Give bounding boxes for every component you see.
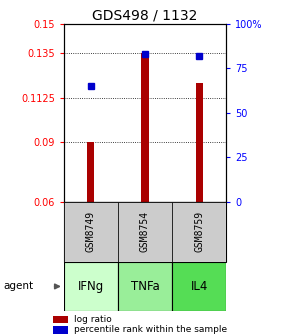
Bar	[172, 202, 226, 262]
Bar	[87, 142, 94, 202]
Bar	[172, 262, 226, 311]
Text: GSM8749: GSM8749	[86, 211, 96, 252]
Bar	[196, 83, 203, 202]
Bar	[64, 202, 118, 262]
Title: GDS498 / 1132: GDS498 / 1132	[92, 8, 198, 23]
Bar	[118, 262, 172, 311]
Bar	[142, 53, 148, 202]
Text: percentile rank within the sample: percentile rank within the sample	[74, 325, 227, 334]
Text: agent: agent	[3, 282, 33, 291]
Text: GSM8759: GSM8759	[194, 211, 204, 252]
Bar	[64, 262, 118, 311]
Bar	[53, 316, 68, 323]
Text: log ratio: log ratio	[74, 314, 112, 324]
Text: TNFa: TNFa	[130, 280, 160, 293]
Bar	[118, 202, 172, 262]
Text: GSM8754: GSM8754	[140, 211, 150, 252]
Text: IFNg: IFNg	[78, 280, 104, 293]
Bar	[53, 326, 68, 334]
Text: IL4: IL4	[191, 280, 208, 293]
